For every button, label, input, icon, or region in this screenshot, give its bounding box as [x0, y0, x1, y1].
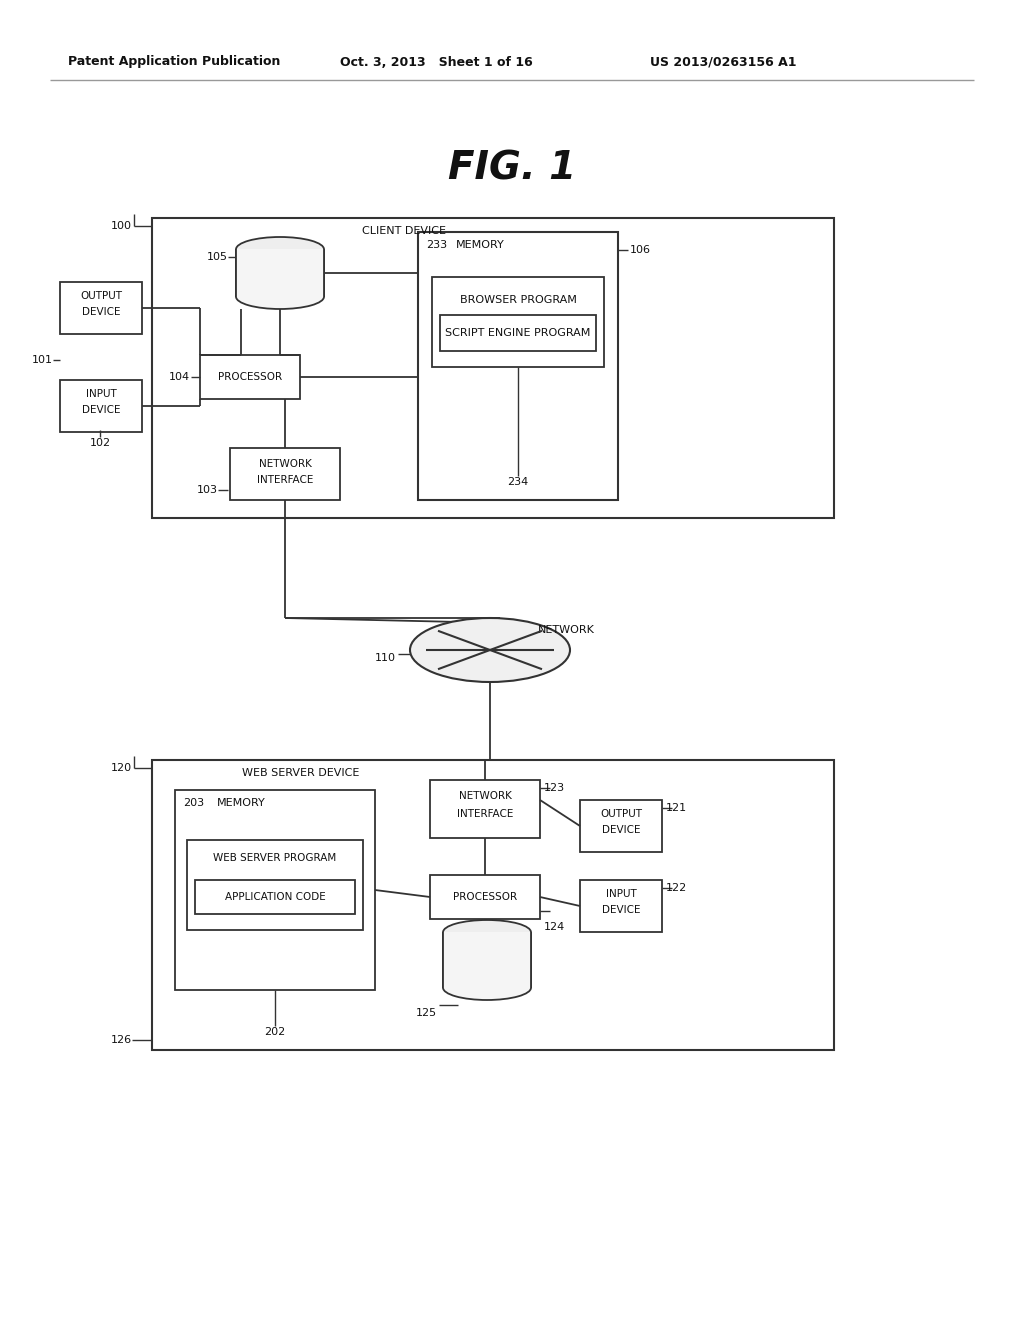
Bar	[152, 760, 834, 1049]
Text: BROWSER PROGRAM: BROWSER PROGRAM	[460, 294, 577, 305]
Text: DEVICE: DEVICE	[82, 405, 120, 414]
Text: INTERFACE: INTERFACE	[457, 809, 513, 818]
Ellipse shape	[443, 975, 531, 1001]
Text: 126: 126	[111, 1035, 132, 1045]
Text: DEVICE: DEVICE	[468, 972, 506, 981]
Text: 122: 122	[666, 883, 687, 894]
Text: CLIENT DEVICE: CLIENT DEVICE	[362, 226, 446, 236]
Text: 121: 121	[666, 803, 687, 813]
Text: INTERFACE: INTERFACE	[257, 475, 313, 484]
Text: 125: 125	[416, 1008, 437, 1018]
Text: 120: 120	[111, 763, 132, 774]
Text: 101: 101	[32, 355, 53, 366]
Bar	[230, 447, 340, 500]
Text: Patent Application Publication: Patent Application Publication	[68, 55, 281, 69]
Bar	[236, 249, 324, 297]
Text: 100: 100	[111, 220, 132, 231]
Bar	[175, 789, 375, 990]
Text: APPLICATION CODE: APPLICATION CODE	[224, 892, 326, 902]
Text: OUTPUT: OUTPUT	[80, 290, 122, 301]
Text: Oct. 3, 2013   Sheet 1 of 16: Oct. 3, 2013 Sheet 1 of 16	[340, 55, 532, 69]
Bar	[432, 277, 604, 367]
Text: MEMORY: MEMORY	[217, 799, 266, 808]
Text: WEB SERVER PROGRAM: WEB SERVER PROGRAM	[213, 853, 337, 863]
Text: SCRIPT ENGINE PROGRAM: SCRIPT ENGINE PROGRAM	[445, 327, 591, 338]
Text: INPUT: INPUT	[86, 389, 117, 399]
Text: DEVICE: DEVICE	[261, 279, 299, 288]
Text: 234: 234	[507, 477, 528, 487]
Ellipse shape	[236, 284, 324, 309]
Text: 124: 124	[544, 921, 565, 932]
Text: 105: 105	[207, 252, 228, 261]
Bar	[60, 282, 142, 334]
Bar	[430, 780, 540, 838]
Text: DEVICE: DEVICE	[602, 825, 640, 836]
Bar	[443, 932, 531, 987]
Text: 203: 203	[183, 799, 204, 808]
Text: 110: 110	[375, 653, 396, 663]
Text: DEVICE: DEVICE	[82, 308, 120, 317]
Bar	[60, 380, 142, 432]
Text: NETWORK: NETWORK	[538, 624, 595, 635]
Text: NETWORK: NETWORK	[459, 791, 511, 801]
Text: STORAGE: STORAGE	[255, 264, 305, 275]
Bar	[430, 875, 540, 919]
Bar	[187, 840, 362, 931]
Text: OUTPUT: OUTPUT	[600, 809, 642, 818]
Ellipse shape	[443, 920, 531, 945]
Text: 104: 104	[169, 372, 190, 381]
Text: WEB SERVER DEVICE: WEB SERVER DEVICE	[242, 768, 359, 777]
Text: PROCESSOR: PROCESSOR	[453, 892, 517, 902]
Text: 102: 102	[89, 438, 111, 447]
Text: 103: 103	[197, 484, 218, 495]
Bar	[200, 355, 300, 399]
Ellipse shape	[410, 618, 570, 682]
Text: INPUT: INPUT	[605, 888, 636, 899]
Ellipse shape	[236, 238, 324, 261]
Bar	[443, 932, 531, 987]
Text: FIG. 1: FIG. 1	[447, 149, 577, 187]
Bar	[236, 249, 324, 297]
Text: 123: 123	[544, 783, 565, 793]
Text: US 2013/0263156 A1: US 2013/0263156 A1	[650, 55, 797, 69]
Bar	[195, 880, 355, 913]
Text: 202: 202	[264, 1027, 286, 1038]
Text: DEVICE: DEVICE	[602, 906, 640, 915]
Text: STORAGE: STORAGE	[462, 954, 512, 965]
Bar	[152, 218, 834, 517]
Bar	[580, 880, 662, 932]
Text: PROCESSOR: PROCESSOR	[218, 372, 282, 381]
Bar	[418, 232, 618, 500]
Text: NETWORK: NETWORK	[259, 459, 311, 469]
Bar	[440, 315, 596, 351]
Text: MEMORY: MEMORY	[456, 240, 505, 249]
Bar	[580, 800, 662, 851]
Text: 233: 233	[426, 240, 447, 249]
Text: 106: 106	[630, 246, 651, 255]
